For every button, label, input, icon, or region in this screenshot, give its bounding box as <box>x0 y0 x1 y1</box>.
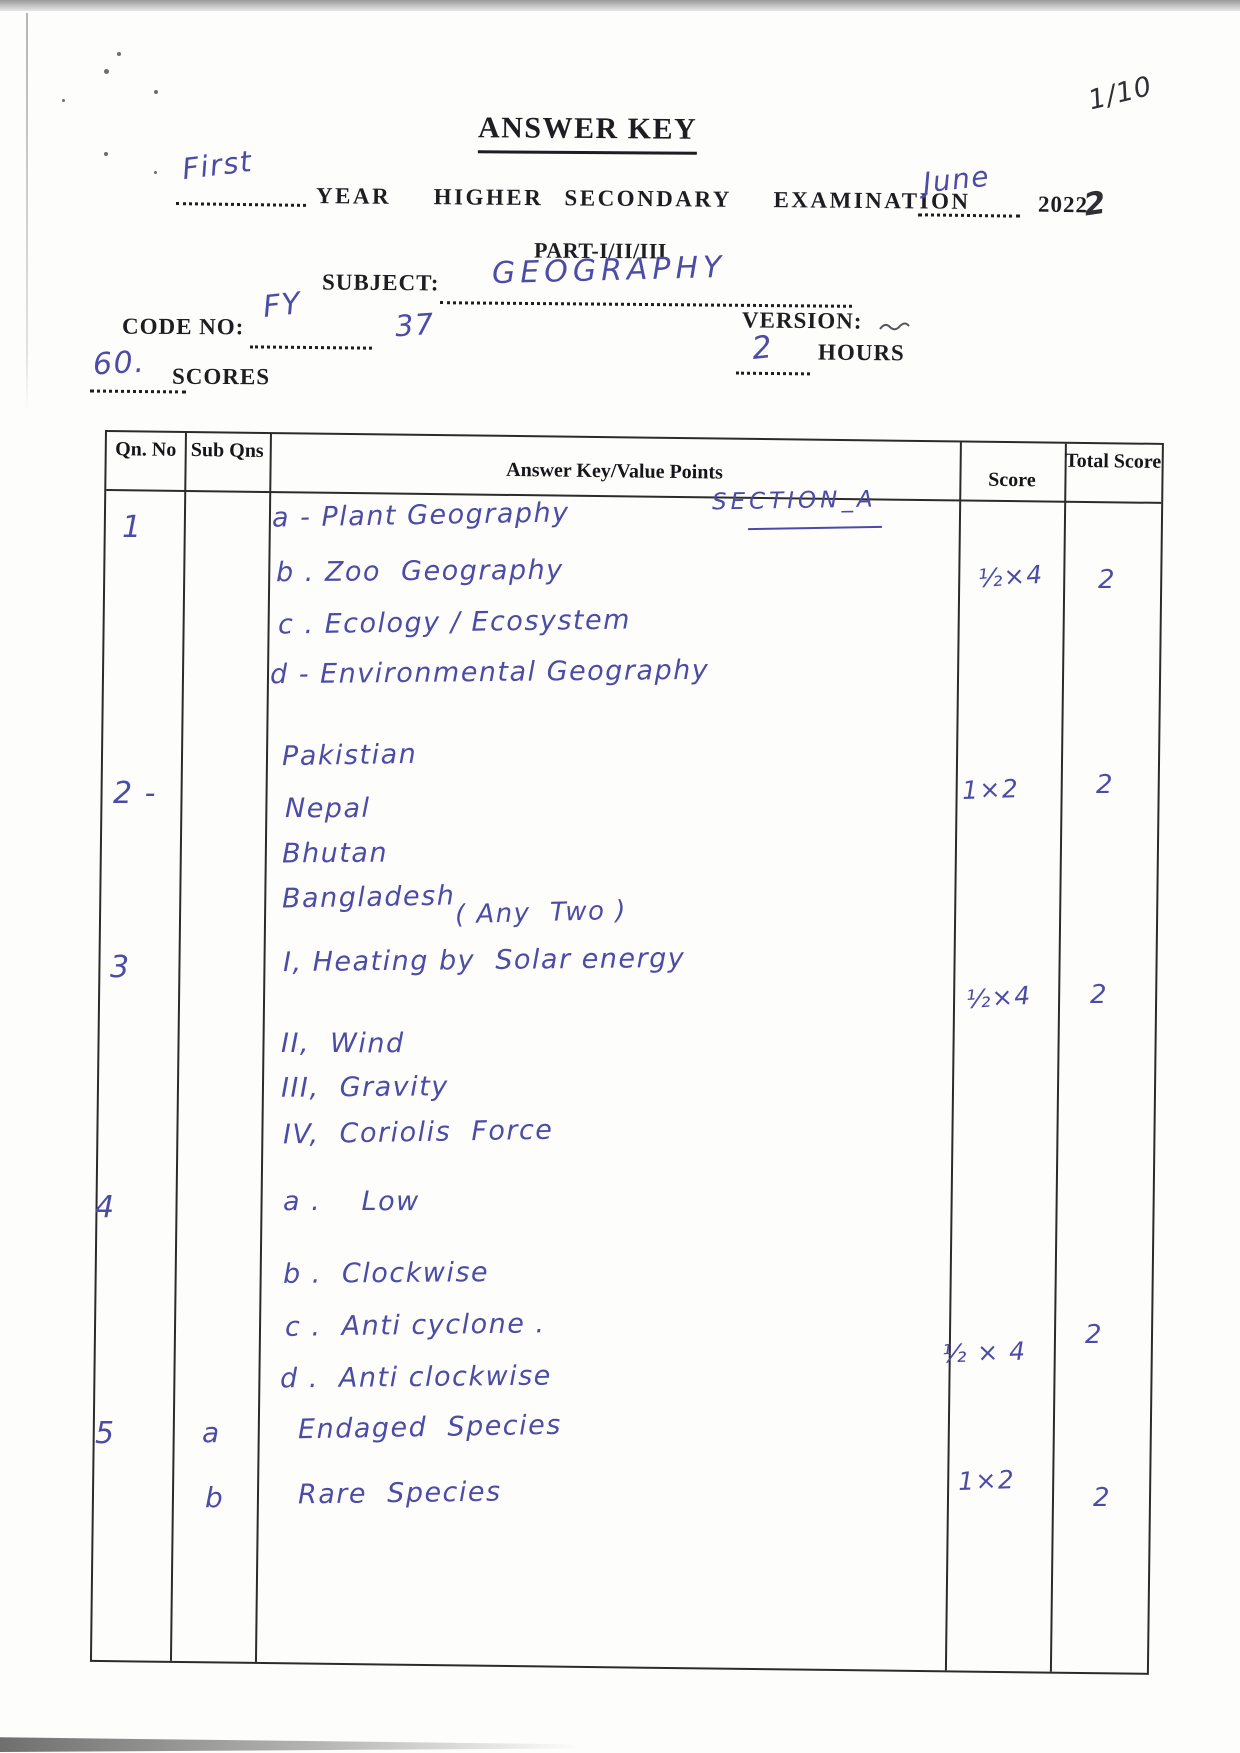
version-scribble <box>879 322 910 331</box>
q2-answer-2: Nepal <box>285 793 371 824</box>
q1-score: ½×4 <box>977 559 1045 594</box>
q2-answer-1: Pakistian <box>281 738 418 773</box>
q1-answer-d: d - Environmental Geography <box>269 654 710 691</box>
scan-speck <box>154 90 158 94</box>
code-blank-value: FY <box>261 286 304 325</box>
q2-answer-3: Bhutan <box>281 837 389 870</box>
q1-answer-c: c . Ecology / Ecosystem <box>277 604 632 641</box>
exam-year-overwrite: 2 <box>1081 184 1109 224</box>
dotted-line <box>735 371 811 376</box>
dotted-line <box>917 213 1021 218</box>
q1-answer-b: b . Zoo Geography <box>275 554 564 589</box>
q5-score: 1×2 <box>957 1465 1016 1496</box>
column-header-answer-key: Answer Key/Value Points <box>506 458 724 484</box>
q3-answer-2: II, Wind <box>281 1028 405 1059</box>
q1-total-score: 2 <box>1098 565 1117 595</box>
q5-number: 5 <box>95 1416 116 1451</box>
scan-speck <box>117 52 121 56</box>
q4-answer-c: c . Anti cyclone . <box>284 1308 546 1343</box>
q3-answer-4: IV, Coriolis Force <box>282 1114 554 1151</box>
subject-value: GEOGRAPHY <box>491 249 727 292</box>
page-title: ANSWER KEY <box>477 111 698 155</box>
q3-total-score: 2 <box>1090 980 1109 1010</box>
q2-answer-4: Bangladesh <box>281 880 456 915</box>
hours-value: 2 <box>750 328 776 368</box>
q3-answer-1: I, Heating by Solar energy <box>282 942 686 979</box>
exam-line-text: YEAR HIGHER SECONDARY EXAMINATION <box>315 183 971 214</box>
q5-answer-a: Endaged Species <box>297 1409 563 1446</box>
q5-total-score: 2 <box>1093 1483 1112 1513</box>
code-label: CODE NO: <box>121 313 245 340</box>
table-column-line <box>169 432 187 1661</box>
scan-edge-left <box>26 13 28 413</box>
column-header-qn-no: Qn. No <box>115 438 177 461</box>
q3-score: ½×4 <box>965 980 1033 1015</box>
section-heading: SECTION_A <box>711 486 877 516</box>
q2-total-score: 2 <box>1096 770 1115 800</box>
exam-blank-first: First <box>180 143 255 187</box>
column-header-score: Score <box>988 468 1036 492</box>
column-header-sub-qns: Sub Qns <box>190 439 264 462</box>
q4-score: ½ × 4 <box>941 1336 1027 1369</box>
dotted-line <box>175 202 307 207</box>
q5-answer-b: Rare Species <box>297 1476 502 1511</box>
scan-speck <box>104 69 109 74</box>
scan-speck <box>154 171 157 174</box>
q4-number: 4 <box>95 1190 116 1225</box>
dotted-line <box>89 389 187 394</box>
table-column-line <box>254 434 272 1662</box>
scores-value: 60. <box>92 344 147 383</box>
q4-answer-a: a . Low <box>283 1186 420 1217</box>
q1-number: 1 <box>122 510 143 545</box>
q5-sub-b: b <box>205 1481 225 1514</box>
q2-answer-note: ( Any Two ) <box>454 895 628 931</box>
page-number: 1/10 <box>1085 70 1156 117</box>
q2-score: 1×2 <box>961 774 1020 805</box>
q5-sub-a: a <box>202 1416 221 1449</box>
scan-speck <box>104 152 108 156</box>
q4-answer-d: d . Anti clockwise <box>279 1360 552 1395</box>
scan-speck <box>62 99 65 102</box>
dotted-line <box>249 345 373 350</box>
hours-label: HOURS <box>817 339 905 366</box>
subject-label: SUBJECT: <box>321 269 440 296</box>
scores-label: SCORES <box>171 363 271 390</box>
q4-answer-b: b . Clockwise <box>282 1257 490 1290</box>
q1-answer-a: a - Plant Geography <box>271 497 570 534</box>
exam-year: 2022 <box>1037 191 1089 218</box>
scan-shadow-bottom <box>0 1737 580 1752</box>
table-column-line <box>1049 443 1067 1672</box>
column-header-total-score: Total Score <box>1064 449 1162 473</box>
q3-answer-3: III, Gravity <box>280 1071 449 1104</box>
q3-number: 3 <box>110 950 131 985</box>
q2-number: 2 - <box>113 776 157 811</box>
q4-total-score: 2 <box>1085 1320 1104 1350</box>
code-number: 37 <box>393 306 437 344</box>
exam-blank-month: June <box>921 159 992 200</box>
scan-edge-top <box>0 0 1240 11</box>
dotted-line <box>439 301 853 308</box>
